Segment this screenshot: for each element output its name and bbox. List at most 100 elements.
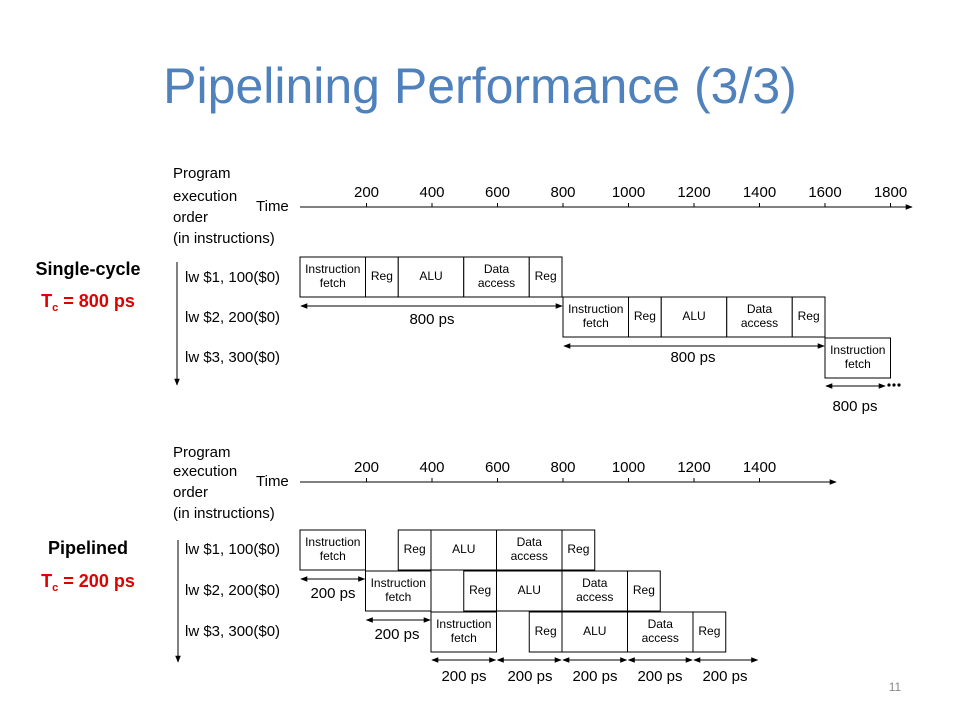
tick-label: 1400: [743, 184, 776, 201]
stage-label: fetch: [320, 549, 346, 563]
stage-label: ALU: [682, 309, 705, 323]
cycle-rest: = 200 ps: [58, 571, 135, 591]
tick-label: 1600: [808, 184, 841, 201]
order-label: order: [173, 209, 208, 226]
stage-label: Data: [484, 262, 510, 276]
cycle-symbol: T: [41, 291, 52, 311]
order-label: execution: [173, 463, 237, 480]
stage-label: access: [478, 276, 515, 290]
order-label: execution: [173, 188, 237, 205]
tick-label: 600: [485, 459, 510, 476]
cycle-rest: = 800 ps: [58, 291, 135, 311]
stage-box: [660, 296, 728, 338]
stage-box: [397, 256, 465, 298]
stage-label: Instruction: [371, 576, 426, 590]
stage-label: Instruction: [830, 343, 885, 357]
stage-box: [561, 529, 596, 571]
stage-box: [692, 611, 727, 653]
duration-label: 200 ps: [374, 626, 419, 643]
tick-label: 400: [419, 184, 444, 201]
stage-label: Instruction: [305, 535, 360, 549]
duration-label: 800 ps: [409, 311, 454, 328]
instruction: lw $1, 100($0): [185, 541, 280, 558]
stage-label: ALU: [583, 624, 606, 638]
time-label: Time: [256, 198, 289, 215]
stage-label: Instruction: [305, 262, 360, 276]
stage-box: [627, 570, 661, 612]
instruction: lw $3, 300($0): [185, 623, 280, 640]
instruction: lw $2, 200($0): [185, 309, 280, 326]
stage-label: fetch: [320, 276, 346, 290]
tick-label: 1200: [677, 184, 710, 201]
stage-label: Reg: [404, 542, 426, 556]
duration-label: 200 ps: [637, 668, 682, 685]
stage-label: fetch: [385, 590, 411, 604]
stage-label: Reg: [535, 624, 557, 638]
duration-label: 200 ps: [441, 668, 486, 685]
stage-label: Instruction: [436, 617, 491, 631]
page-number: 11: [889, 680, 902, 694]
stage-label: Reg: [371, 269, 393, 283]
cycle-symbol: T: [41, 571, 52, 591]
order-label: order: [173, 484, 208, 501]
stage-label: Data: [517, 535, 543, 549]
stage-label: access: [741, 316, 778, 330]
stage-box: [496, 570, 563, 612]
duration-label: 200 ps: [507, 668, 552, 685]
duration-label: 200 ps: [310, 585, 355, 602]
stage-label: Reg: [698, 624, 720, 638]
tick-label: 1000: [612, 459, 645, 476]
stage-label: access: [576, 590, 613, 604]
stage-box: [430, 611, 497, 653]
stage-box: [528, 256, 563, 298]
stage-box: [496, 529, 563, 571]
stage-label: access: [511, 549, 548, 563]
stage-box: [627, 611, 694, 653]
stage-label: Data: [648, 617, 674, 631]
stage-label: Data: [747, 302, 773, 316]
stage-box: [463, 256, 530, 298]
stage-label: Reg: [634, 309, 656, 323]
stage-label: Reg: [469, 583, 491, 597]
stage-label: Reg: [798, 309, 820, 323]
stage-label: ALU: [518, 583, 541, 597]
duration-label: 800 ps: [670, 349, 715, 366]
order-label: Program: [173, 444, 231, 461]
tick-label: 800: [550, 459, 575, 476]
tick-label: 1000: [612, 184, 645, 201]
cycle-subscript: c: [52, 302, 58, 314]
stage-box: [365, 256, 399, 298]
stage-label: ALU: [452, 542, 475, 556]
stage-box: [299, 256, 366, 298]
duration-label: 800 ps: [832, 398, 877, 415]
slide-title: Pipelining Performance (3/3): [163, 58, 797, 114]
tick-label: 1200: [677, 459, 710, 476]
section-label: Single-cycle: [35, 259, 140, 279]
tick-label: 200: [354, 184, 379, 201]
stage-label: fetch: [451, 631, 477, 645]
order-label: (in instructions): [173, 230, 275, 247]
tick-label: 1800: [874, 184, 907, 201]
stage-label: Instruction: [568, 302, 623, 316]
stage-label: Reg: [567, 542, 589, 556]
tick-label: 400: [419, 459, 444, 476]
section-label: Pipelined: [48, 538, 128, 558]
stage-label: fetch: [583, 316, 609, 330]
duration-label: 200 ps: [702, 668, 747, 685]
instruction: lw $3, 300($0): [185, 349, 280, 366]
tick-label: 200: [354, 459, 379, 476]
instruction: lw $1, 100($0): [185, 269, 280, 286]
cycle-time: Tc = 200 ps: [41, 571, 135, 594]
stage-box: [791, 296, 826, 338]
duration-label: 200 ps: [572, 668, 617, 685]
dots: [887, 383, 901, 387]
cycle-subscript: c: [52, 582, 58, 594]
stage-label: fetch: [845, 357, 871, 371]
tick-label: 800: [550, 184, 575, 201]
time-label: Time: [256, 473, 289, 490]
stage-box: [824, 337, 891, 379]
order-label: (in instructions): [173, 505, 275, 522]
stage-label: Reg: [633, 583, 655, 597]
stage-box: [365, 570, 432, 612]
